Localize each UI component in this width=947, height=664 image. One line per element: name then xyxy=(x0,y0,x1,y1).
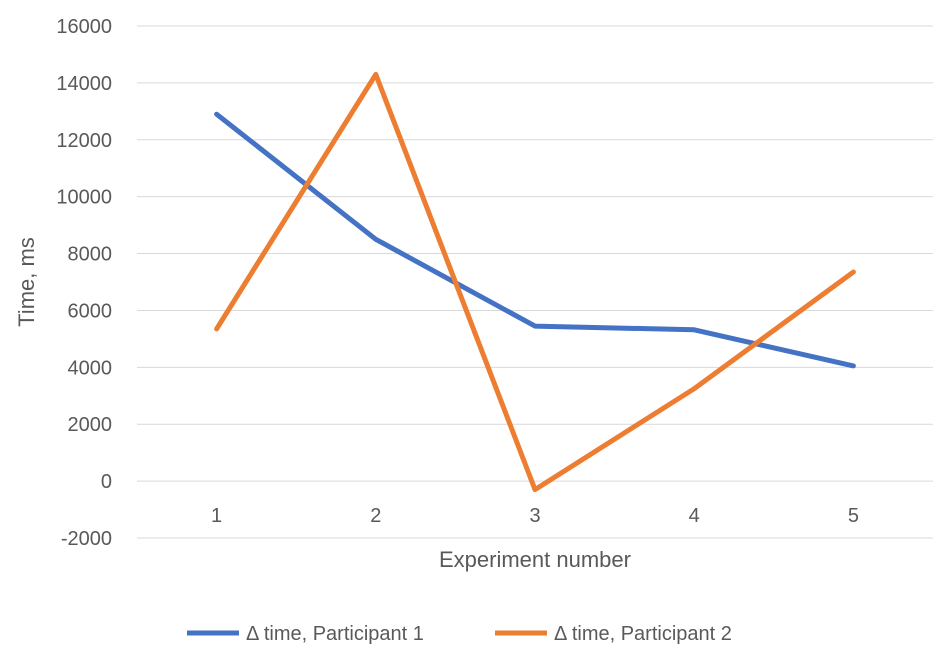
y-tick-label: 0 xyxy=(101,471,112,493)
x-tick-label: 4 xyxy=(689,505,700,527)
series-lines xyxy=(214,71,856,493)
legend-label-participant-1: Δ time, Participant 1 xyxy=(246,623,424,645)
x-tick-label: 1 xyxy=(211,505,222,527)
y-axis-title: Time, ms xyxy=(14,237,39,327)
y-tick-label: 4000 xyxy=(68,357,113,379)
x-tick-label: 2 xyxy=(370,505,381,527)
legend: Δ time, Participant 1 Δ time, Participant… xyxy=(187,623,732,645)
y-tick-label: 12000 xyxy=(56,130,112,152)
x-tick-label: 3 xyxy=(529,505,540,527)
y-tick-label: -2000 xyxy=(61,528,112,550)
series-line-participant-2 xyxy=(214,71,856,493)
y-tick-label: 10000 xyxy=(56,187,112,209)
gridlines xyxy=(137,25,933,539)
y-tick-label: 2000 xyxy=(68,414,113,436)
legend-label-participant-2: Δ time, Participant 2 xyxy=(554,623,732,645)
y-axis-tick-labels: -2000 0 2000 4000 6000 8000 10000 12000 14000 160… xyxy=(56,16,112,550)
x-axis-title: Experiment number xyxy=(439,547,631,572)
y-tick-label: 14000 xyxy=(56,73,112,95)
y-tick-label: 8000 xyxy=(68,244,113,266)
y-tick-label: 16000 xyxy=(56,16,112,38)
x-tick-label: 5 xyxy=(848,505,859,527)
y-tick-label: 6000 xyxy=(68,300,113,322)
series-line-participant-1 xyxy=(214,111,856,369)
x-axis-tick-labels: 1 2 3 4 5 xyxy=(211,505,859,527)
